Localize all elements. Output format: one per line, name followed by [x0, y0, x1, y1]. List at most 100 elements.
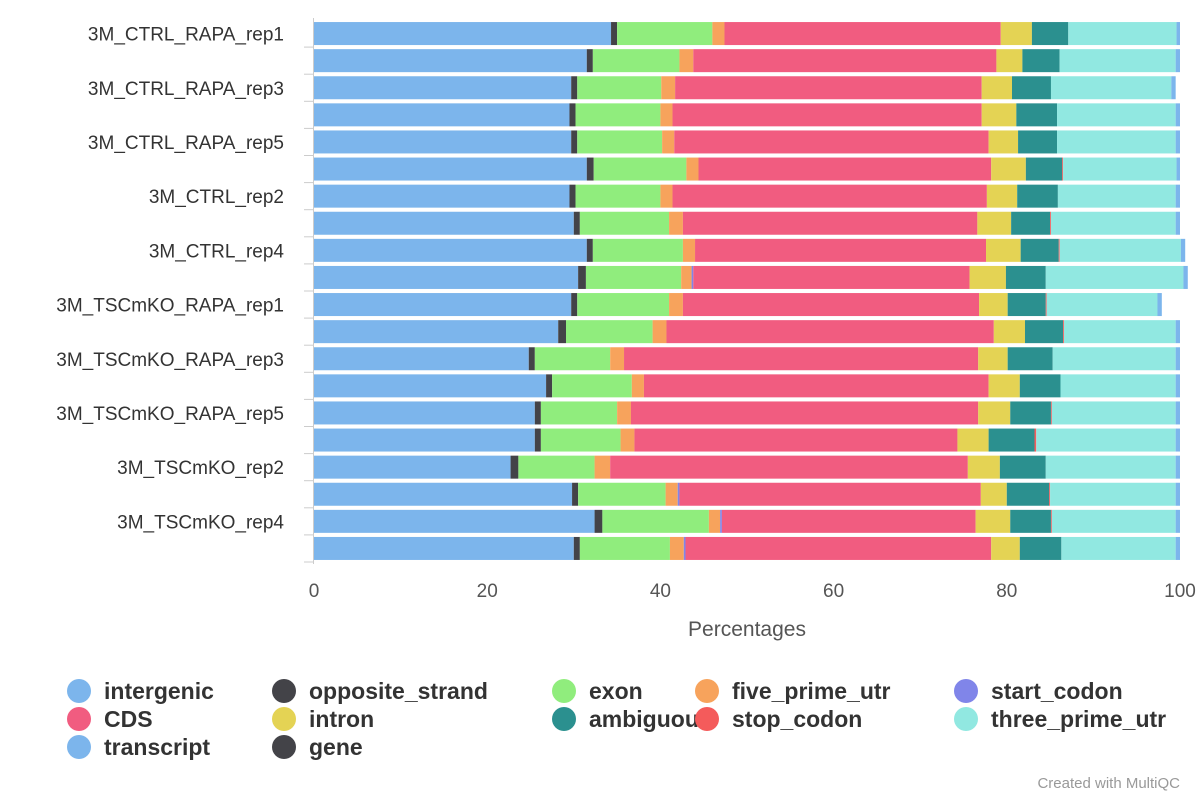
bar-segment-stop-codon-row-8[interactable] — [1050, 211, 1051, 235]
bar-segment-ambiguous-row-15[interactable] — [1010, 401, 1051, 425]
bar-segment-intron-row-5[interactable] — [988, 130, 1019, 154]
bar-segment-ambiguous-row-16[interactable] — [988, 428, 1035, 452]
bar-segment-intergenic-row-16[interactable] — [314, 428, 535, 452]
bar-segment-five-prime-utr-row-1[interactable] — [712, 22, 725, 46]
bar-segment-exon-row-1[interactable] — [617, 22, 713, 46]
bar-segment-three-prime-utr-row-10[interactable] — [1045, 265, 1184, 289]
bar-segment-three-prime-utr-row-9[interactable] — [1059, 238, 1181, 262]
legend-item-CDS[interactable]: CDS — [67, 706, 153, 732]
bar-segment-transcript-row-14[interactable] — [1175, 374, 1180, 398]
bar-segment-CDS-row-10[interactable] — [693, 265, 970, 289]
bar-segment-opposite-strand-row-6[interactable] — [586, 157, 594, 181]
bar-segment-intron-row-1[interactable] — [1000, 22, 1032, 46]
bar-segment-opposite-strand-row-19[interactable] — [594, 509, 603, 533]
bar-segment-ambiguous-row-19[interactable] — [1010, 509, 1051, 533]
bar-segment-transcript-row-13[interactable] — [1175, 347, 1180, 371]
bar-segment-exon-row-15[interactable] — [540, 401, 618, 425]
bar-segment-opposite-strand-row-16[interactable] — [534, 428, 541, 452]
bar-segment-intergenic-row-8[interactable] — [314, 211, 574, 235]
bar-segment-ambiguous-row-18[interactable] — [1006, 482, 1050, 506]
bar-segment-exon-row-7[interactable] — [575, 184, 661, 208]
bar-segment-intergenic-row-7[interactable] — [314, 184, 570, 208]
bar-segment-exon-row-17[interactable] — [518, 455, 595, 479]
bar-segment-exon-row-12[interactable] — [566, 320, 653, 344]
bar-segment-three-prime-utr-row-4[interactable] — [1057, 103, 1176, 127]
bar-segment-transcript-row-4[interactable] — [1175, 103, 1180, 127]
bar-segment-transcript-row-8[interactable] — [1175, 211, 1180, 235]
bar-segment-exon-row-16[interactable] — [540, 428, 621, 452]
bar-segment-opposite-strand-row-5[interactable] — [571, 130, 578, 154]
bar-segment-intron-row-18[interactable] — [980, 482, 1007, 506]
bar-segment-CDS-row-14[interactable] — [643, 374, 989, 398]
bar-segment-intron-row-20[interactable] — [991, 536, 1020, 560]
bar-segment-intergenic-row-5[interactable] — [314, 130, 572, 154]
bar-segment-ambiguous-row-2[interactable] — [1022, 49, 1060, 73]
bar-segment-three-prime-utr-row-11[interactable] — [1046, 293, 1158, 317]
bar-segment-intron-row-17[interactable] — [967, 455, 1000, 479]
legend-item-transcript[interactable]: transcript — [67, 734, 210, 760]
bar-segment-opposite-strand-row-7[interactable] — [569, 184, 576, 208]
bar-segment-exon-row-6[interactable] — [593, 157, 687, 181]
bar-segment-CDS-row-3[interactable] — [675, 76, 982, 100]
bar-segment-transcript-row-7[interactable] — [1175, 184, 1180, 208]
bar-segment-transcript-row-9[interactable] — [1180, 238, 1186, 262]
bar-segment-opposite-strand-row-20[interactable] — [573, 536, 580, 560]
bar-segment-opposite-strand-row-11[interactable] — [571, 293, 578, 317]
bar-segment-intergenic-row-18[interactable] — [314, 482, 573, 506]
legend-item-exon[interactable]: exon — [552, 678, 643, 704]
legend-item-start-codon[interactable]: start_codon — [954, 678, 1123, 704]
bar-segment-five-prime-utr-row-10[interactable] — [681, 265, 692, 289]
bar-segment-ambiguous-row-14[interactable] — [1019, 374, 1061, 398]
bar-segment-five-prime-utr-row-6[interactable] — [686, 157, 699, 181]
bar-segment-transcript-row-11[interactable] — [1157, 293, 1162, 317]
bar-segment-intergenic-row-12[interactable] — [314, 320, 559, 344]
bar-segment-exon-row-18[interactable] — [578, 482, 666, 506]
bar-segment-ambiguous-row-6[interactable] — [1025, 157, 1063, 181]
bar-segment-intergenic-row-17[interactable] — [314, 455, 511, 479]
bar-segment-stop-codon-row-19[interactable] — [1050, 509, 1052, 533]
legend-item-stop-codon[interactable]: stop_codon — [695, 706, 862, 732]
bar-segment-three-prime-utr-row-20[interactable] — [1061, 536, 1176, 560]
bar-segment-CDS-row-2[interactable] — [693, 49, 997, 73]
bar-segment-exon-row-20[interactable] — [579, 536, 670, 560]
bar-segment-start-codon-row-10[interactable] — [691, 265, 694, 289]
bar-segment-three-prime-utr-row-12[interactable] — [1063, 320, 1176, 344]
bar-segment-three-prime-utr-row-1[interactable] — [1068, 22, 1177, 46]
bar-segment-five-prime-utr-row-18[interactable] — [665, 482, 678, 506]
bar-segment-intron-row-12[interactable] — [993, 320, 1025, 344]
bar-segment-exon-row-11[interactable] — [577, 293, 670, 317]
bar-segment-intron-row-11[interactable] — [979, 293, 1008, 317]
bar-segment-intron-row-2[interactable] — [996, 49, 1023, 73]
bar-segment-stop-codon-row-18[interactable] — [1049, 482, 1051, 506]
bar-segment-CDS-row-8[interactable] — [682, 211, 978, 235]
bar-segment-start-codon-row-19[interactable] — [720, 509, 722, 533]
bar-segment-start-codon-row-18[interactable] — [677, 482, 680, 506]
bar-segment-three-prime-utr-row-7[interactable] — [1057, 184, 1176, 208]
bar-segment-CDS-row-1[interactable] — [724, 22, 1001, 46]
bar-segment-CDS-row-12[interactable] — [666, 320, 994, 344]
bar-segment-three-prime-utr-row-17[interactable] — [1045, 455, 1176, 479]
bar-segment-CDS-row-17[interactable] — [610, 455, 968, 479]
bar-segment-three-prime-utr-row-5[interactable] — [1057, 130, 1176, 154]
bar-segment-ambiguous-row-13[interactable] — [1007, 347, 1053, 371]
bar-segment-five-prime-utr-row-5[interactable] — [662, 130, 675, 154]
bar-segment-stop-codon-row-9[interactable] — [1058, 238, 1060, 262]
bar-segment-ambiguous-row-17[interactable] — [999, 455, 1046, 479]
bar-segment-three-prime-utr-row-14[interactable] — [1060, 374, 1176, 398]
bar-segment-ambiguous-row-3[interactable] — [1012, 76, 1051, 100]
legend-item-five-prime-utr[interactable]: five_prime_utr — [695, 678, 891, 704]
bar-segment-CDS-row-9[interactable] — [695, 238, 987, 262]
bar-segment-CDS-row-15[interactable] — [630, 401, 979, 425]
bar-segment-start-codon-row-20[interactable] — [683, 536, 686, 560]
bar-segment-intergenic-row-9[interactable] — [314, 238, 587, 262]
bar-segment-intergenic-row-11[interactable] — [314, 293, 572, 317]
bar-segment-intron-row-19[interactable] — [975, 509, 1011, 533]
bar-segment-CDS-row-13[interactable] — [624, 347, 979, 371]
bar-segment-intron-row-10[interactable] — [969, 265, 1006, 289]
bar-segment-ambiguous-row-1[interactable] — [1031, 22, 1069, 46]
bar-segment-transcript-row-18[interactable] — [1175, 482, 1180, 506]
bar-segment-intron-row-3[interactable] — [981, 76, 1012, 100]
bar-segment-opposite-strand-row-13[interactable] — [528, 347, 535, 371]
bar-segment-three-prime-utr-row-16[interactable] — [1036, 428, 1176, 452]
bar-segment-intron-row-9[interactable] — [986, 238, 1021, 262]
